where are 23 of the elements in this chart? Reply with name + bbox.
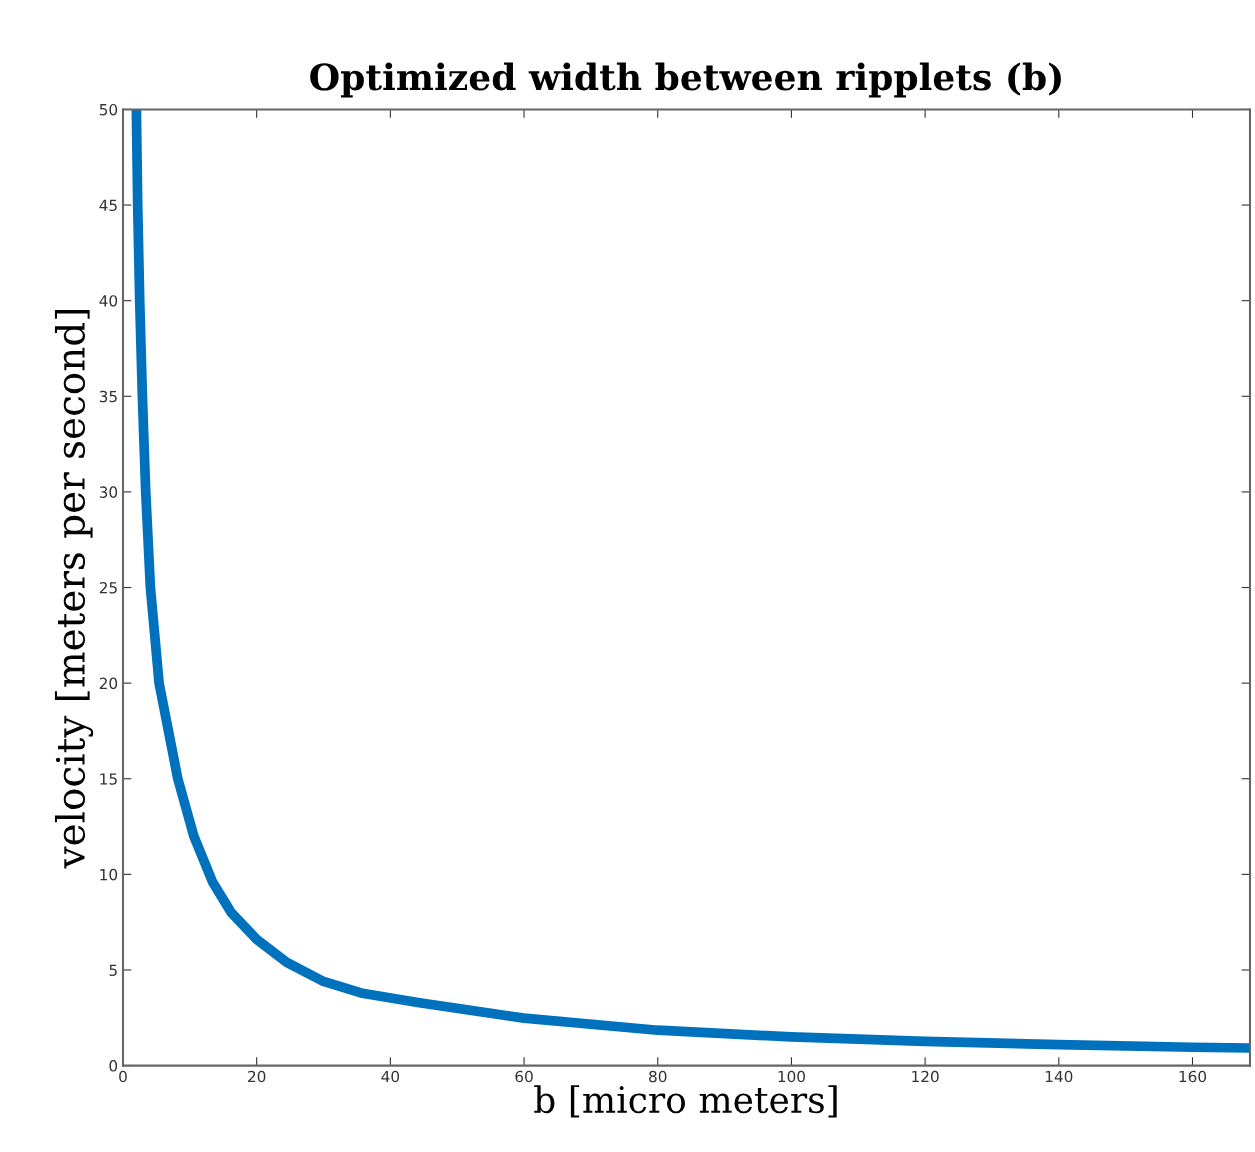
y-tick-label: 5 <box>109 964 117 977</box>
y-tick-label: 0 <box>109 1060 118 1072</box>
x-axis-title: b [micro meters] <box>534 1085 837 1118</box>
x-tick-label: 160 <box>1179 1070 1207 1083</box>
y-tick-label: 40 <box>99 295 118 307</box>
y-tick-label: 25 <box>99 581 117 594</box>
y-tick-label: 45 <box>99 199 117 212</box>
y-tick-label: 10 <box>100 868 118 881</box>
y-tick-label: 35 <box>99 390 117 403</box>
x-tick-label: 120 <box>912 1070 939 1083</box>
x-tick-label: 60 <box>515 1070 533 1083</box>
y-tick-label: 20 <box>99 677 118 690</box>
x-tick-label: 40 <box>381 1070 400 1083</box>
y-tick-label: 50 <box>99 103 118 116</box>
x-tick-label: 20 <box>248 1070 266 1083</box>
y-axis-title: velocity [meters per second] <box>54 309 94 869</box>
y-tick-label: 30 <box>99 486 118 498</box>
x-tick-label: 0 <box>119 1070 127 1083</box>
y-tick-label: 15 <box>100 773 117 785</box>
x-tick-label: 80 <box>649 1070 667 1083</box>
x-tick-label: 100 <box>778 1070 805 1083</box>
x-tick-label: 140 <box>1045 1070 1073 1083</box>
chart-title: Optimized width between ripplets (b) <box>310 62 1061 98</box>
